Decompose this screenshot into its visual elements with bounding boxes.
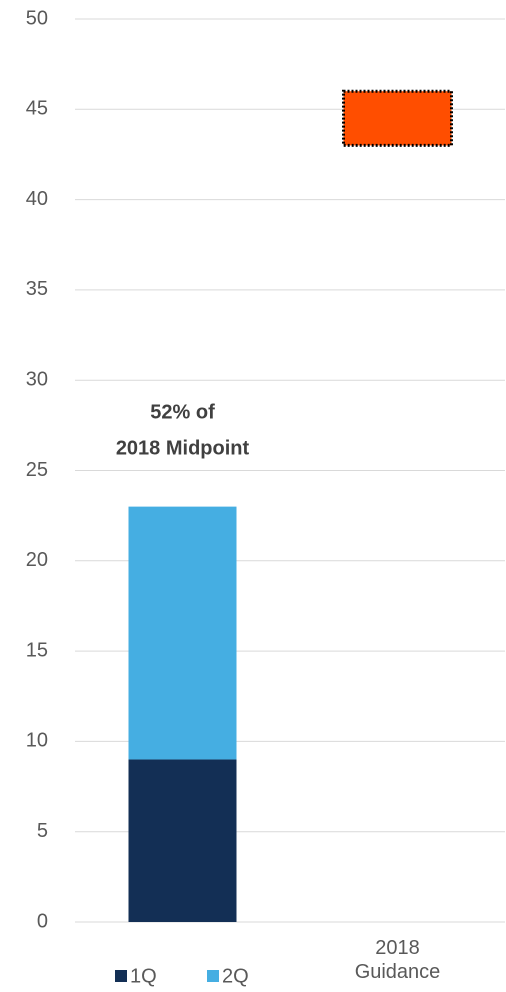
y-tick-label: 35: [26, 278, 48, 300]
bar-segment: [128, 759, 237, 922]
legend-swatch: [115, 970, 127, 982]
y-tick-label: 30: [26, 368, 48, 390]
annotation: 2018 Midpoint: [116, 437, 250, 459]
y-tick-label: 50: [26, 7, 48, 29]
x-tick-label: 2018 Guidance: [354, 937, 441, 983]
legend-label: 1Q: [130, 965, 157, 987]
legend-swatch: [207, 970, 219, 982]
y-tick-label: 45: [26, 98, 48, 120]
y-tick-label: 15: [26, 639, 48, 661]
legend-label: 2Q: [222, 965, 249, 987]
y-tick-label: 25: [26, 459, 48, 481]
range-bar: [342, 89, 453, 147]
annotation: 52% of: [150, 401, 215, 423]
y-tick-label: 40: [26, 188, 48, 210]
bar-segment: [128, 506, 237, 760]
y-tick-label: 5: [37, 820, 48, 842]
y-tick-label: 20: [26, 549, 48, 571]
y-tick-label: 10: [26, 730, 48, 752]
y-tick-label: 0: [37, 910, 48, 932]
